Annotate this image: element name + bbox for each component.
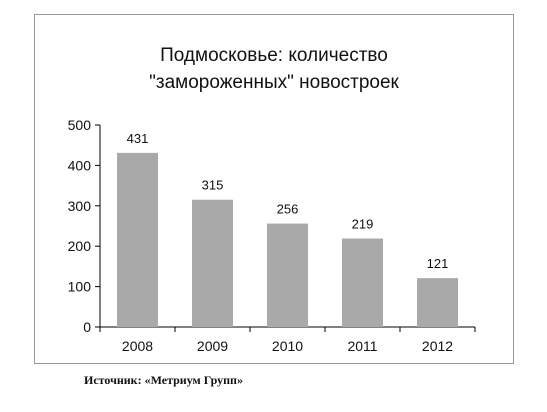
- data-label-2009: 315: [202, 178, 224, 193]
- x-tick-label-2010: 2010: [272, 338, 303, 354]
- data-label-2008: 431: [127, 131, 149, 146]
- y-tick-label-200: 200: [68, 238, 92, 254]
- y-tick-label-400: 400: [68, 157, 92, 173]
- bar-2011: [342, 238, 383, 327]
- plot-area: 0 100 200 300 400 500 431 2008 315 2009 256 2010 219…: [68, 117, 476, 354]
- bar-2012: [417, 278, 458, 327]
- chart-frame: Подмосковье: количество "замороженных" н…: [34, 14, 514, 364]
- y-tick-label-100: 100: [68, 279, 92, 295]
- data-label-2010: 256: [277, 202, 299, 217]
- chart-title-line-2: "замороженных" новостроек: [149, 72, 399, 93]
- bar-2010: [267, 223, 308, 327]
- bar-2009: [192, 199, 233, 327]
- bar-chart: Подмосковье: количество "замороженных" н…: [68, 45, 476, 354]
- y-tick-label-300: 300: [68, 198, 92, 214]
- data-label-2012: 121: [427, 256, 449, 271]
- y-tick-label-500: 500: [68, 117, 92, 133]
- data-label-2011: 219: [352, 217, 374, 232]
- source-caption: Источник: «Метриум Групп»: [84, 373, 243, 387]
- bar-2008: [117, 152, 158, 327]
- y-tick-label-0: 0: [83, 319, 91, 335]
- x-tick-label-2008: 2008: [122, 338, 153, 354]
- x-tick-label-2012: 2012: [422, 338, 453, 354]
- x-tick-label-2011: 2011: [347, 338, 377, 354]
- chart-title-line-1: Подмосковье: количество: [160, 45, 388, 66]
- x-tick-label-2009: 2009: [197, 338, 228, 354]
